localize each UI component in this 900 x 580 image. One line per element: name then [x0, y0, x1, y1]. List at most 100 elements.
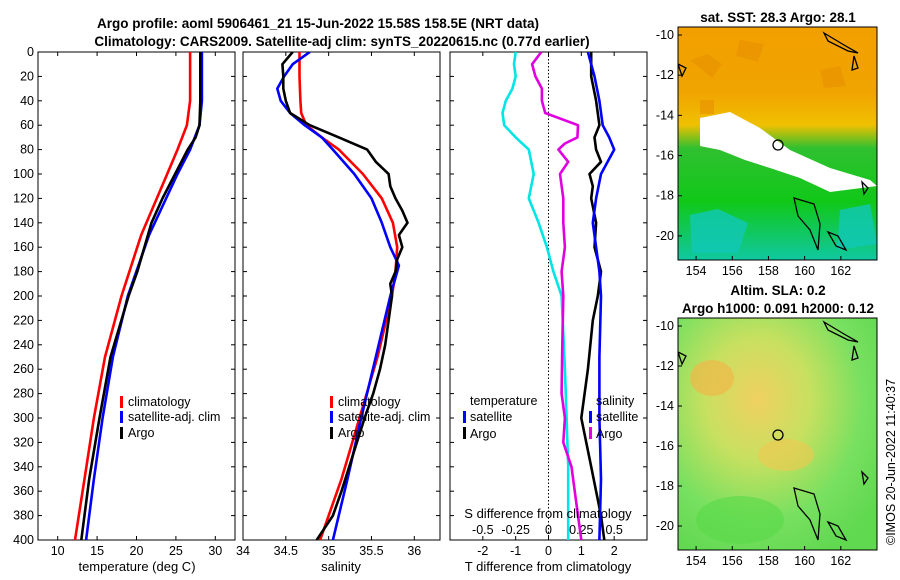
- x-tick-label: 35: [322, 544, 336, 558]
- y-tick-label: 200: [13, 289, 34, 303]
- sst-map-title: sat. SST: 28.3 Argo: 28.1: [700, 10, 856, 25]
- y-tick-label: 180: [13, 265, 34, 279]
- x-tick-label: 15: [90, 544, 104, 558]
- y-tick-label: 40: [20, 94, 34, 108]
- sla-map-title1: Altim. SLA: 0.2: [730, 283, 825, 298]
- legend-swatch-t-satellite: [463, 411, 466, 423]
- lat-tick-label: -16: [656, 439, 674, 453]
- legend-s-satellite: satellite: [596, 410, 638, 424]
- series-line-satellite-adj-clim: [84, 52, 204, 540]
- difference-panel-frame: [449, 51, 648, 541]
- series-line-satellite-adj-clim: [275, 52, 401, 540]
- x-tick-label: 34.5: [274, 544, 298, 558]
- s-tick-label: 0.25: [569, 523, 593, 537]
- sst-cloud-mask: [700, 112, 877, 192]
- salinity-plot: 34 34.5 35 35.5 36: [236, 51, 440, 558]
- legend-swatch-climatology: [330, 396, 333, 408]
- sla-high-patch-2: [758, 439, 814, 471]
- temperature-panel-frame: [37, 51, 236, 541]
- title-line2: Climatology: CARS2009. Satellite-adj cli…: [94, 34, 589, 49]
- y-tick-label: 320: [13, 435, 34, 449]
- lat-tick-label: -16: [656, 149, 674, 163]
- y-tick-label: 120: [13, 191, 34, 205]
- sdiff-axis-label: S difference from climatology: [464, 506, 632, 521]
- sla-low-patch: [696, 496, 784, 544]
- lon-tick-label: 162: [830, 264, 851, 278]
- y-tick-label: 140: [13, 216, 34, 230]
- lat-tick-label: -12: [656, 68, 674, 82]
- y-tick-label: 340: [13, 460, 34, 474]
- x-tick-label: 36: [407, 544, 421, 558]
- sst-map-axes: 154 156 158 160 162 -10 -12 -14 -16 -18 -20: [656, 28, 851, 278]
- lat-tick-label: -10: [656, 28, 674, 42]
- y-tick-label: 80: [20, 143, 34, 157]
- y-tick-label: 60: [20, 118, 34, 132]
- lon-tick-label: 158: [758, 264, 779, 278]
- x-tick-label: 30: [208, 544, 222, 558]
- sla-argo-marker: [772, 429, 784, 441]
- lat-tick-label: -14: [656, 399, 674, 413]
- legend-t-satellite: satellite: [470, 410, 512, 424]
- y-tick-label: 100: [13, 167, 34, 181]
- lon-tick-label: 154: [686, 264, 707, 278]
- lat-tick-label: -18: [656, 189, 674, 203]
- series-group: [501, 52, 616, 540]
- difference-plot: -2 -1 0 1 2 -0.5 -0.25 0 0.25 0.5: [450, 51, 647, 558]
- y-tick-label: 260: [13, 362, 34, 376]
- y-tick-label: 220: [13, 313, 34, 327]
- lon-tick-label: 156: [722, 554, 743, 568]
- x-tick-label: 34: [236, 544, 250, 558]
- difference-legend: temperature satellite Argo salinity sate…: [463, 394, 638, 441]
- lat-tick-label: -12: [656, 359, 674, 373]
- x-tick-label: -2: [477, 544, 488, 558]
- sla-high-patch: [690, 360, 734, 396]
- x-tick-label: 2: [611, 544, 618, 558]
- series-line-argo: [281, 52, 409, 540]
- y-tick-label: 240: [13, 338, 34, 352]
- sla-map-axes: 154 156 158 160 162 -10 -12 -14 -16 -18 -20: [656, 319, 851, 568]
- legend-climatology: climatology: [128, 395, 191, 409]
- s-tick-label: 0: [545, 523, 552, 537]
- series-line-argo: [80, 52, 202, 540]
- legend-argo: Argo: [338, 426, 364, 440]
- sla-map: [678, 318, 877, 550]
- salinity-panel-frame: [242, 51, 441, 541]
- legend-satellite: satellite-adj. clim: [128, 410, 220, 424]
- lon-tick-label: 162: [830, 554, 851, 568]
- series-line-temperature-satellite: [501, 52, 570, 540]
- s-tick-label: -0.25: [501, 523, 530, 537]
- sst-cool-patches: [690, 204, 877, 253]
- s-tick-label: -0.5: [472, 523, 494, 537]
- title-line1: Argo profile: aoml 5906461_21 15-Jun-202…: [97, 16, 539, 31]
- x-tick-label: 0: [545, 544, 552, 558]
- legend-swatch-s-satellite: [589, 411, 592, 423]
- tdiff-xlabel: T difference from climatology: [465, 559, 632, 574]
- temperature-plot: 10 15 20 25 30020406080100120140160180200220…: [13, 45, 235, 558]
- sst-argo-marker: [772, 139, 784, 151]
- y-tick-label: 160: [13, 240, 34, 254]
- sst-coastline: [678, 31, 869, 252]
- sla-map-frame: [677, 317, 878, 551]
- legend-temperature: temperature: [470, 394, 537, 408]
- series-line-temperature-satellite-line: [586, 52, 616, 540]
- legend-salinity: salinity: [596, 394, 635, 408]
- series-line-salinity-argo: [530, 52, 583, 540]
- salinity-legend: climatology satellite-adj. clim Argo: [330, 395, 430, 440]
- legend-argo: Argo: [128, 426, 154, 440]
- x-tick-label: 20: [130, 544, 144, 558]
- y-tick-label: 280: [13, 387, 34, 401]
- lon-tick-label: 158: [758, 554, 779, 568]
- legend-t-argo: Argo: [470, 427, 496, 441]
- legend-climatology: climatology: [338, 395, 401, 409]
- lat-tick-label: -20: [656, 229, 674, 243]
- y-tick-label: 400: [13, 533, 34, 547]
- legend-swatch-argo: [120, 427, 123, 439]
- lat-tick-label: -18: [656, 479, 674, 493]
- lon-tick-label: 160: [794, 554, 815, 568]
- s-tick-label: 0.5: [605, 523, 622, 537]
- x-tick-label: 25: [169, 544, 183, 558]
- legend-swatch-s-argo: [589, 427, 592, 439]
- y-tick-label: 300: [13, 411, 34, 425]
